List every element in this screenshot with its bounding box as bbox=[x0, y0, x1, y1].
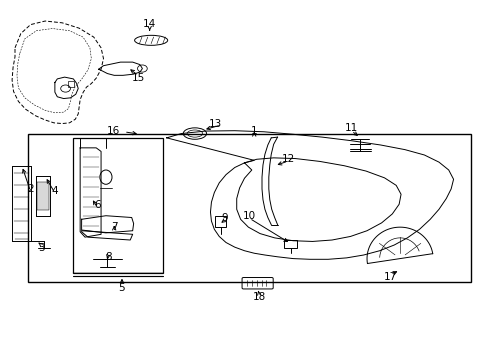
Bar bbox=[37, 182, 49, 210]
Text: 1: 1 bbox=[250, 126, 257, 136]
Text: 5: 5 bbox=[119, 283, 125, 293]
Bar bbox=[68, 81, 74, 87]
Text: 3: 3 bbox=[38, 243, 44, 253]
Text: 9: 9 bbox=[221, 212, 228, 222]
Text: 15: 15 bbox=[132, 73, 145, 83]
Text: 14: 14 bbox=[143, 18, 156, 28]
Text: 4: 4 bbox=[51, 186, 58, 196]
Bar bbox=[73, 138, 163, 273]
Bar bbox=[215, 216, 225, 227]
Text: 6: 6 bbox=[94, 200, 101, 210]
Bar bbox=[284, 240, 296, 248]
Text: 11: 11 bbox=[344, 123, 357, 133]
Text: 16: 16 bbox=[106, 126, 120, 136]
Bar bbox=[28, 134, 469, 282]
Text: 7: 7 bbox=[111, 222, 117, 232]
Text: 12: 12 bbox=[281, 154, 294, 163]
Text: 13: 13 bbox=[208, 118, 222, 129]
Text: 18: 18 bbox=[252, 292, 265, 302]
Text: 8: 8 bbox=[105, 252, 111, 262]
Text: 2: 2 bbox=[27, 184, 34, 194]
Text: 10: 10 bbox=[243, 211, 255, 221]
Text: 17: 17 bbox=[383, 272, 396, 282]
